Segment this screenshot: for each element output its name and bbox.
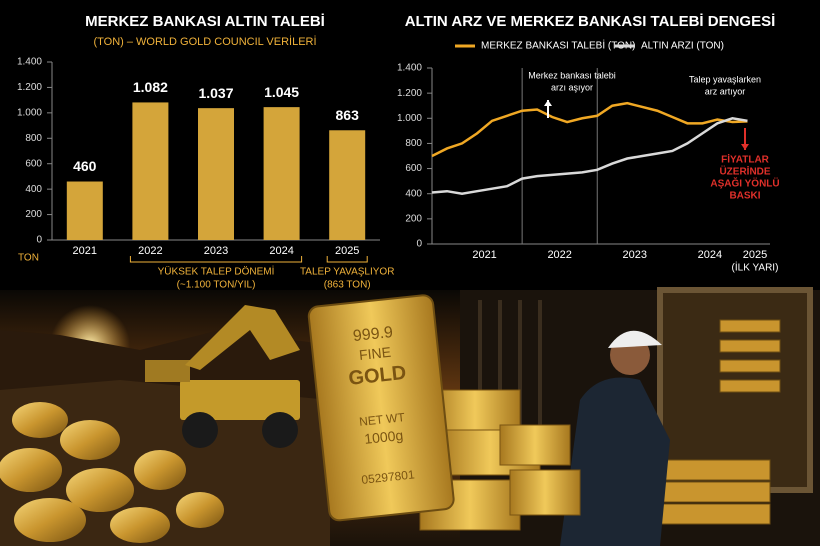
- bracket: [326, 256, 368, 263]
- arrow-head: [544, 100, 552, 106]
- legend-label: MERKEZ BANKASI TALEBİ (TON): [481, 39, 635, 52]
- annotation: (~1.100 TON/YIL): [177, 280, 256, 291]
- annotation: Talep yavaşlarken: [689, 74, 761, 84]
- bar: [198, 108, 234, 240]
- chart-subtitle: (TON) – WORLD GOLD COUNCIL VERİLERİ: [93, 35, 316, 48]
- x-tick-label: 2022: [138, 245, 162, 257]
- x-tick-label: 2025: [335, 245, 359, 257]
- bracket: [129, 256, 303, 263]
- x-tick-label: 2023: [204, 245, 228, 257]
- value-label: 460: [73, 158, 97, 174]
- annotation: arz artıyor: [705, 86, 746, 96]
- value-label: 1.045: [264, 84, 299, 100]
- charts: MERKEZ BANKASI ALTIN TALEBİ (TON) – WORLD…: [17, 13, 780, 291]
- y-tick-label: 0: [36, 235, 42, 246]
- value-label: 863: [336, 107, 360, 123]
- value-label: 1.082: [133, 79, 168, 95]
- y-tick-label: 600: [405, 163, 422, 174]
- chart-title: MERKEZ BANKASI ALTIN TALEBİ: [85, 13, 325, 30]
- legend-label: ALTIN ARZI (TON): [641, 41, 724, 52]
- x-tick-label: 2025: [743, 249, 767, 261]
- y-tick-label: 400: [405, 188, 422, 199]
- annotation: BASKI: [729, 191, 760, 202]
- y-tick-label: 0: [416, 239, 422, 250]
- illustration: 999.9 FINE GOLD NET WT 1000g 05297801: [0, 287, 820, 546]
- bar: [329, 130, 366, 240]
- x-tick-label: 2021: [472, 249, 496, 261]
- y-tick-label: 400: [25, 184, 42, 195]
- y-tick-label: 800: [25, 133, 42, 144]
- stamp: 05297801: [361, 467, 416, 487]
- y-axis-label: TON: [18, 253, 39, 264]
- bar: [263, 107, 300, 240]
- bar-stack: [419, 389, 581, 531]
- x-tick-label: 2024: [269, 245, 293, 257]
- arrow-head: [741, 144, 749, 150]
- bar: [132, 102, 169, 240]
- y-tick-label: 1.400: [397, 63, 422, 74]
- stamp: NET WT: [358, 410, 406, 429]
- y-tick-label: 1.400: [17, 57, 42, 68]
- annotation: (863 TON): [324, 280, 371, 291]
- x-tick-label: 2024: [698, 249, 722, 261]
- gold-bar: 999.9 FINE GOLD NET WT 1000g 05297801: [307, 294, 455, 522]
- y-tick-label: 1.000: [17, 107, 42, 118]
- series-line: [431, 101, 748, 158]
- truck: [145, 305, 300, 448]
- value-label: 1.037: [198, 85, 233, 101]
- nuggets: [0, 402, 224, 543]
- bar: [66, 181, 103, 240]
- annotation: Merkez bankası talebi: [528, 70, 616, 80]
- annotation: arzı aşıyor: [551, 82, 593, 92]
- worker: [560, 330, 670, 546]
- annotation: AŞAĞI YÖNLÜ: [710, 177, 779, 190]
- y-tick-label: 200: [25, 209, 42, 220]
- x-tick-label: 2022: [547, 249, 571, 261]
- x-tick-label: 2021: [73, 245, 97, 257]
- annotation: ÜZERİNDE: [719, 165, 770, 178]
- y-tick-label: 200: [405, 213, 422, 224]
- y-tick-label: 1.000: [397, 113, 422, 124]
- y-tick-label: 1.200: [17, 82, 42, 93]
- stamp: 1000g: [364, 427, 404, 447]
- y-tick-label: 1.200: [397, 88, 422, 99]
- y-tick-label: 600: [25, 158, 42, 169]
- x-tick-label: 2023: [623, 249, 647, 261]
- stamp: 999.9: [352, 324, 394, 345]
- y-tick-label: 800: [405, 138, 422, 149]
- series-line: [431, 117, 748, 195]
- chart-title: ALTIN ARZ VE MERKEZ BANKASI TALEBİ DENGE…: [405, 13, 776, 30]
- x-tick-sublabel: (İLK YARI): [732, 261, 779, 274]
- annotation: TALEP YAVAŞLIYOR: [300, 267, 395, 278]
- annotation: YÜKSEK TALEP DÖNEMİ: [158, 265, 275, 278]
- stamp: FINE: [358, 344, 391, 363]
- annotation: FİYATLAR: [721, 153, 770, 166]
